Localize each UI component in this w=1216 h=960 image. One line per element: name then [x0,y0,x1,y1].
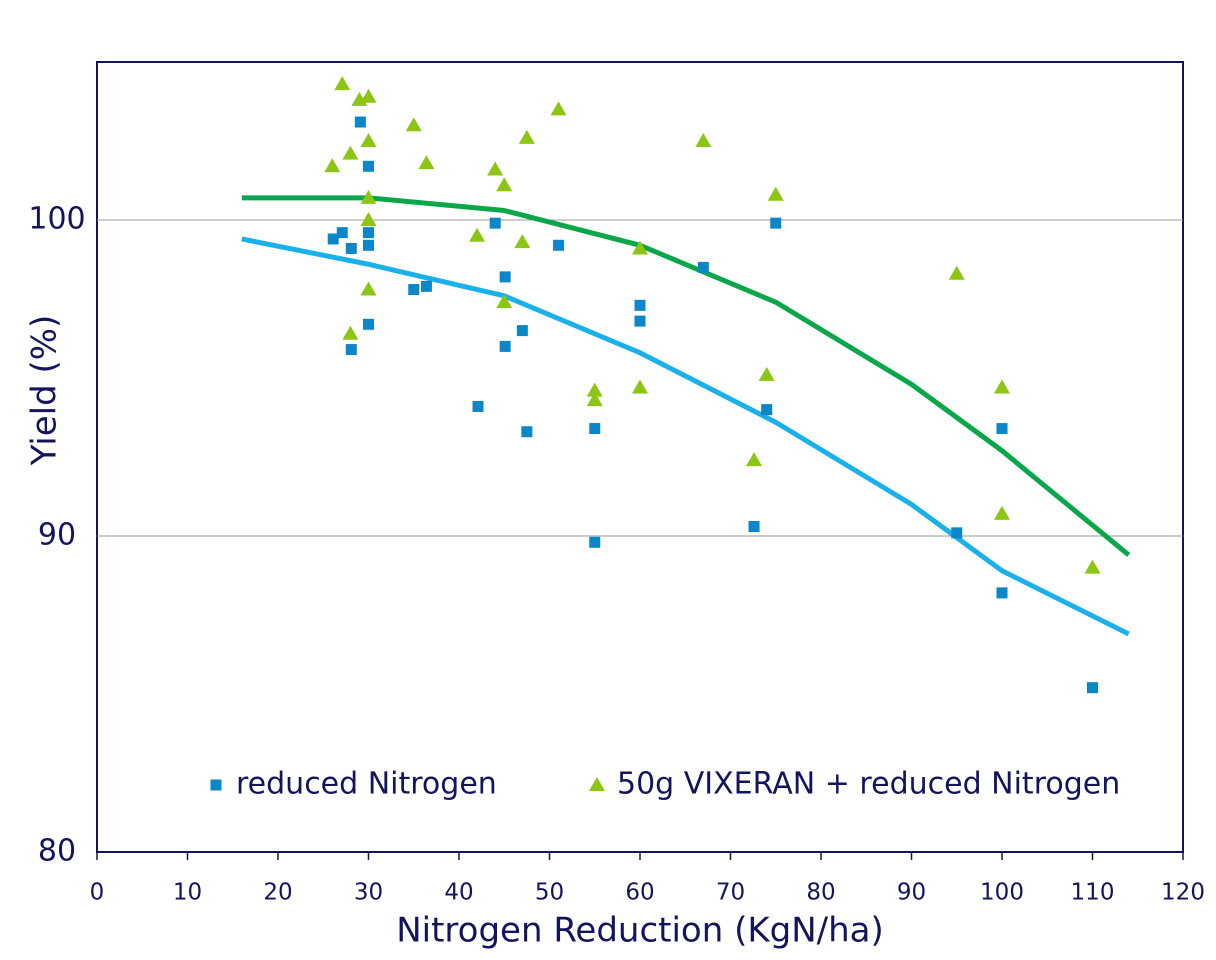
x-tick-label: 50 [535,880,564,906]
x-axis-title: Nitrogen Reduction (KgN/ha) [396,911,884,951]
triangle-marker [324,158,341,173]
triangle-marker [418,155,435,170]
triangle-marker [487,161,504,176]
triangle-marker [767,186,784,201]
triangle-marker [586,392,603,407]
square-marker [634,299,646,311]
square-marker [499,271,511,283]
legend-label: reduced Nitrogen [236,767,497,802]
square-marker [345,242,357,254]
square-marker [354,116,366,128]
x-tick-label: 80 [806,880,835,906]
triangle-marker [405,117,422,132]
square-marker [499,340,511,352]
square-marker [472,400,484,412]
triangle-marker [360,212,377,226]
triangle-marker [586,382,603,397]
square-marker [697,261,709,273]
square-marker [996,587,1008,599]
triangle-marker [948,265,965,280]
triangle-marker [496,294,513,309]
square-marker [521,426,533,438]
square-marker [408,284,420,296]
x-tick-label: 40 [444,880,473,906]
triangle-marker [360,88,377,103]
triangle-marker [632,240,648,255]
square-marker [345,344,357,356]
square-marker [634,315,646,327]
square-marker [420,280,432,292]
square-marker [363,160,374,172]
triangle-marker [1084,559,1101,574]
triangle-marker [360,189,377,204]
square-marker [770,217,782,229]
square-marker [996,423,1008,435]
triangle-marker [360,281,377,296]
triangle-marker [632,379,648,394]
square-marker [363,239,374,251]
square-marker [1087,682,1098,694]
square-marker [553,239,565,251]
y-tick-label: 90 [38,518,76,553]
x-tick-label: 110 [1071,880,1115,906]
triangle-marker [334,76,351,91]
square-marker [363,318,374,330]
square-marker [327,233,339,245]
x-tick-label: 60 [625,880,654,906]
y-axis-title: Yield (%) [25,315,65,467]
triangle-marker [496,177,513,192]
triangle-marker [514,234,531,249]
triangle-marker [342,325,359,340]
triangle-marker [994,379,1010,394]
square-marker [951,527,963,539]
x-tick-label: 30 [354,880,383,906]
x-tick-label: 120 [1161,880,1205,906]
y-tick-label: 100 [28,202,85,237]
x-tick-label: 10 [173,880,202,906]
square-marker [748,521,760,533]
trend-line [241,195,1131,557]
y-tick-label: 80 [38,834,76,869]
triangle-marker [589,777,605,791]
triangle-marker [746,452,763,467]
triangle-marker [994,505,1010,520]
x-tick-label: 20 [263,880,292,906]
square-marker [363,227,374,239]
x-tick-label: 90 [897,880,926,906]
legend-label: 50g VIXERAN + reduced Nitrogen [617,767,1120,802]
x-tick-label: 0 [90,880,105,906]
x-tick-label: 100 [980,880,1024,906]
trend-line [241,236,1130,637]
square-marker [336,227,348,239]
plot-frame [96,61,1184,853]
square-marker [589,536,601,548]
square-marker [589,423,601,435]
square-marker [489,217,501,229]
triangle-marker [695,133,712,147]
triangle-marker [758,366,775,381]
triangle-marker [550,101,567,116]
square-marker [761,404,773,416]
triangle-marker [518,129,535,144]
triangle-marker [469,227,486,242]
square-marker [516,325,528,337]
triangle-marker [360,133,377,147]
triangle-marker [342,145,359,160]
square-marker [210,779,222,791]
x-tick-label: 70 [716,880,745,906]
